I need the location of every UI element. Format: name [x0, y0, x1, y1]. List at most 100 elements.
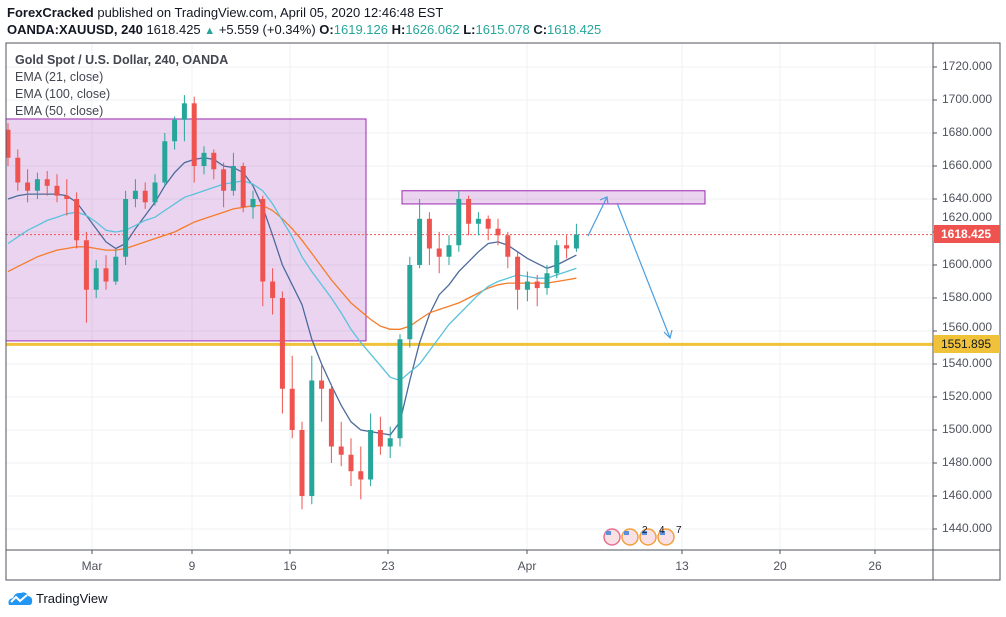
candle-body: [181, 103, 187, 120]
candle-body: [289, 388, 295, 430]
candle-body: [426, 218, 432, 249]
ema-21-line: [7, 157, 577, 436]
legend-ema50[interactable]: EMA (50, close): [15, 104, 104, 118]
candle-body: [54, 185, 60, 196]
open-value: 1619.126: [333, 22, 388, 37]
price-axis-label: 1440.000: [942, 521, 993, 535]
price-axis-label: 1520.000: [942, 389, 993, 403]
candle-body: [64, 195, 70, 199]
published-text: published on TradingView.com, April 05, …: [97, 5, 444, 20]
candle-body: [534, 281, 540, 289]
candle-body: [270, 281, 276, 298]
projection-arrow-up: [587, 196, 608, 237]
candle-body: [573, 234, 579, 249]
legend-ema21[interactable]: EMA (21, close): [15, 70, 104, 84]
flag-canton: [624, 531, 629, 535]
candle-body: [368, 430, 374, 480]
tradingview-logo[interactable]: TradingView: [7, 590, 108, 606]
candle-body: [495, 228, 501, 236]
candle-body: [348, 454, 354, 472]
time-axis-label: 13: [675, 559, 689, 573]
legend-ema100[interactable]: EMA (100, close): [15, 87, 111, 101]
event-count-label: 4: [659, 525, 665, 536]
event-count-label: 2: [642, 525, 648, 536]
candle-body: [279, 298, 285, 389]
candle-body: [456, 199, 462, 246]
candle-body: [515, 256, 521, 290]
last-price: 1618.425: [146, 22, 201, 37]
price-axis-label: 1560.000: [942, 320, 993, 334]
candle-body: [132, 190, 138, 199]
price-axis-label: 1660.000: [942, 158, 993, 172]
price-change: +5.559 (+0.34%): [218, 22, 316, 37]
price-axis-label: 1640.000: [942, 191, 993, 205]
price-axis-label: 1620.000: [942, 210, 993, 224]
high-value: 1626.062: [405, 22, 460, 37]
time-axis-label: 23: [381, 559, 395, 573]
candle-body: [475, 218, 481, 224]
candle-body: [142, 190, 148, 203]
candle-body: [5, 129, 11, 158]
candle-body: [524, 281, 530, 290]
flag-canton: [660, 531, 665, 535]
candle-body: [25, 182, 31, 191]
candle-body: [338, 446, 344, 455]
candle-body: [397, 339, 403, 439]
resistance-zone-rectangle: [401, 190, 706, 205]
candle-body: [299, 430, 305, 496]
candle-body: [191, 103, 197, 166]
candle-body: [260, 199, 266, 282]
price-axis-label: 1580.000: [942, 290, 993, 304]
flag-canton: [642, 531, 647, 535]
time-axis-label: Apr: [517, 559, 537, 573]
candle-body: [328, 388, 334, 447]
close-label: C:: [533, 22, 548, 37]
time-axis-label: Mar: [81, 559, 103, 573]
legend-title: Gold Spot / U.S. Dollar, 240, OANDA: [15, 53, 229, 67]
flag-canton: [606, 531, 611, 535]
candle-body: [162, 141, 168, 183]
candle-body: [319, 380, 325, 389]
arrow-head-icon: [599, 196, 609, 205]
candle-body: [387, 438, 393, 447]
time-axis-label: 9: [188, 559, 196, 573]
symbol-info: OANDA:XAUUSD, 240 1618.425 ▲ +5.559 (+0.…: [7, 22, 601, 37]
candle-body: [554, 245, 560, 274]
candle-body: [103, 268, 109, 282]
candle-body: [44, 179, 50, 186]
candle-body: [221, 169, 227, 191]
high-label: H:: [391, 22, 406, 37]
candle-body: [505, 235, 511, 257]
supply-zone-rectangle: [5, 118, 367, 342]
price-axis-label: 1480.000: [942, 455, 993, 469]
event-count-label: 7: [676, 525, 682, 536]
candle-body: [152, 182, 158, 203]
close-value: 1618.425: [547, 22, 602, 37]
candle-body: [250, 199, 256, 208]
author-name[interactable]: ForexCracked: [7, 5, 94, 20]
price-axis-label: 1680.000: [942, 125, 993, 139]
time-axis-label: 20: [773, 559, 787, 573]
candle-body: [466, 199, 472, 224]
horizontal-line-price-tag: 1551.895: [934, 335, 1000, 353]
price-axis-label: 1600.000: [942, 257, 993, 271]
candle-body: [201, 152, 207, 166]
time-axis-label: 16: [283, 559, 297, 573]
candle-body: [358, 471, 364, 480]
tradingview-logo-text: TradingView: [36, 590, 108, 606]
candle-body: [15, 157, 21, 183]
candle-body: [564, 245, 570, 249]
time-axis-label: 26: [868, 559, 882, 573]
candle-body: [446, 245, 452, 257]
price-axis-label: 1540.000: [942, 356, 993, 370]
candle-body: [240, 166, 246, 208]
candle-body: [34, 179, 40, 191]
candle-body: [377, 430, 383, 447]
projection-arrow-down: [616, 202, 671, 339]
publish-info: ForexCracked published on TradingView.co…: [7, 5, 443, 20]
low-value: 1615.078: [475, 22, 530, 37]
open-label: O:: [319, 22, 334, 37]
last-price-tag: 1618.425: [934, 225, 1000, 243]
candle-body: [407, 265, 413, 340]
